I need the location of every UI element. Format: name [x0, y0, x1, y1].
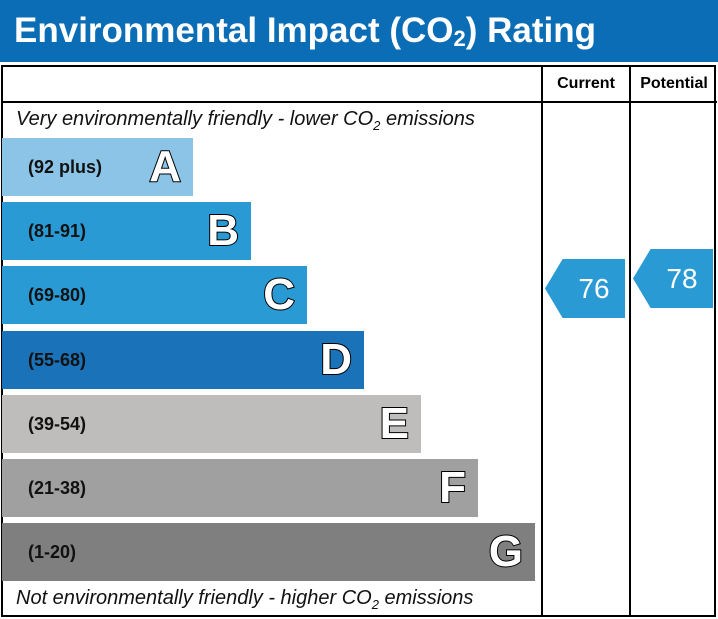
band-range: (69-80): [28, 285, 87, 305]
potential-rating-arrow: 78: [633, 249, 713, 308]
band-f: (21-38) F: [2, 459, 478, 517]
band-c: (69-80) C: [2, 266, 307, 324]
band-range: (55-68): [28, 350, 87, 370]
current-rating-value: 76: [578, 273, 610, 304]
band-g: (1-20) G: [2, 523, 535, 581]
band-letter: A: [148, 141, 182, 192]
band-range: (1-20): [28, 542, 77, 562]
band-b: (81-91) B: [2, 202, 251, 260]
column-header-potential: Potential: [640, 75, 708, 92]
header-divider: [1, 101, 717, 103]
bottom-caption: Not environmentally friendly - higher CO…: [16, 587, 474, 612]
band-letter: G: [488, 526, 524, 577]
band-letter: E: [379, 398, 410, 449]
band-letter: B: [206, 205, 240, 256]
band-letter: F: [438, 462, 467, 513]
band-d: (55-68) D: [2, 331, 364, 389]
column-header-current: Current: [557, 75, 615, 92]
band-e: (39-54) E: [2, 395, 421, 453]
band-range: (81-91): [28, 221, 87, 241]
band-letter: C: [262, 269, 296, 320]
top-caption: Very environmentally friendly - lower CO…: [16, 108, 475, 133]
band-letter: D: [319, 334, 353, 385]
current-rating-arrow: 76: [545, 259, 625, 318]
potential-rating-value: 78: [666, 263, 698, 294]
band-a: (92 plus) A: [2, 138, 193, 196]
column-divider: [541, 65, 543, 617]
band-range: (39-54): [28, 414, 87, 434]
band-range: (21-38): [28, 478, 87, 498]
column-divider: [629, 65, 631, 617]
band-range: (92 plus): [28, 157, 103, 177]
chart-title: Environmental Impact (CO2) Rating: [0, 0, 718, 62]
